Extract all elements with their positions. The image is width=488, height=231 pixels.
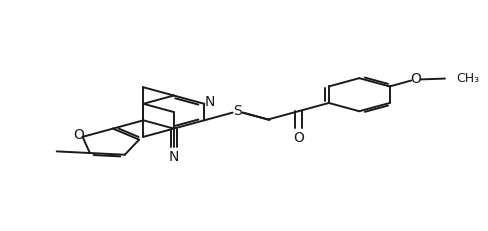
Text: N: N	[168, 150, 179, 164]
Text: N: N	[204, 95, 215, 109]
Text: O: O	[292, 131, 303, 145]
Text: O: O	[409, 72, 420, 86]
Text: S: S	[233, 104, 242, 118]
Text: CH₃: CH₃	[455, 72, 478, 85]
Text: O: O	[73, 128, 84, 142]
